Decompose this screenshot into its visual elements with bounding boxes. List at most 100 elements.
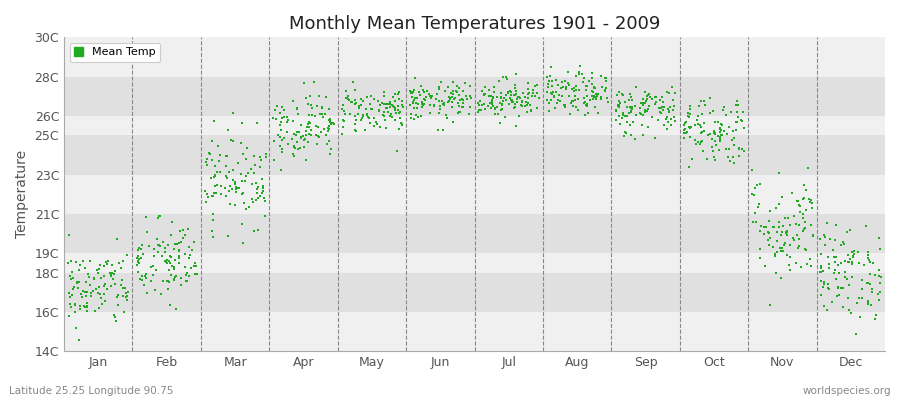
Point [354, 102, 368, 108]
Point [148, 267, 163, 273]
Point [513, 95, 527, 101]
Point [213, 169, 228, 176]
Point [424, 95, 438, 101]
Point [745, 190, 760, 197]
Point [322, 116, 337, 122]
Point [612, 113, 626, 120]
Point [147, 246, 161, 252]
Point [89, 267, 104, 273]
Point [274, 115, 289, 121]
Point [838, 258, 852, 264]
Point [557, 103, 572, 110]
Point [66, 275, 80, 281]
Point [840, 276, 854, 282]
Point [487, 89, 501, 96]
Point [249, 197, 264, 203]
Point [615, 115, 629, 122]
Point [572, 69, 586, 75]
Point [504, 99, 518, 105]
Point [208, 183, 222, 189]
Point [706, 148, 720, 154]
Point [168, 274, 183, 281]
Point [404, 111, 419, 117]
Point [679, 130, 693, 136]
Point [198, 188, 212, 194]
Point [113, 282, 128, 288]
Point [212, 158, 226, 164]
Point [585, 74, 599, 81]
Point [611, 103, 625, 110]
Point [96, 283, 111, 290]
Point [418, 89, 432, 96]
Point [641, 106, 655, 113]
Point [345, 98, 359, 105]
Point [580, 100, 594, 107]
Point [439, 112, 454, 118]
Point [445, 94, 459, 100]
Point [115, 277, 130, 283]
Point [371, 98, 385, 105]
Point [872, 296, 886, 303]
Point [508, 104, 523, 110]
Point [789, 220, 804, 227]
Point [202, 151, 217, 157]
Point [452, 92, 466, 98]
Point [655, 107, 670, 113]
Point [714, 127, 728, 133]
Point [790, 198, 805, 204]
Point [163, 260, 177, 266]
Point [640, 108, 654, 114]
Point [244, 166, 258, 172]
Point [292, 128, 306, 135]
Point [648, 135, 662, 142]
Point [451, 110, 465, 116]
Point [164, 272, 178, 278]
Point [495, 102, 509, 108]
Point [228, 181, 242, 188]
Point [67, 285, 81, 292]
Point [299, 128, 313, 134]
Point [284, 135, 299, 142]
Point [176, 227, 190, 233]
Point [722, 146, 736, 152]
Point [587, 94, 601, 100]
Point [706, 154, 721, 160]
Point [774, 245, 788, 252]
Point [221, 127, 236, 134]
Point [611, 98, 625, 104]
Point [303, 120, 318, 126]
Point [682, 134, 697, 140]
Point [425, 92, 439, 99]
Point [753, 222, 768, 229]
Point [271, 132, 285, 138]
Point [383, 112, 398, 119]
Point [436, 101, 450, 107]
Point [134, 246, 148, 252]
Point [814, 265, 828, 272]
Point [544, 90, 559, 96]
Point [503, 95, 517, 101]
Point [144, 278, 158, 284]
Point [472, 107, 486, 113]
Point [442, 98, 456, 104]
Point [724, 109, 738, 115]
Point [753, 180, 768, 187]
Point [139, 271, 153, 278]
Point [238, 172, 253, 179]
Point [500, 89, 515, 96]
Point [734, 116, 748, 123]
Point [695, 110, 709, 117]
Point [677, 126, 691, 133]
Point [349, 117, 364, 123]
Point [865, 286, 879, 292]
Point [233, 170, 248, 177]
Point [855, 286, 869, 292]
Point [544, 77, 559, 84]
Point [146, 263, 160, 270]
Point [318, 110, 332, 117]
Point [584, 88, 598, 94]
Point [423, 110, 437, 116]
Point [791, 222, 806, 228]
Point [166, 276, 181, 283]
Point [310, 123, 325, 130]
